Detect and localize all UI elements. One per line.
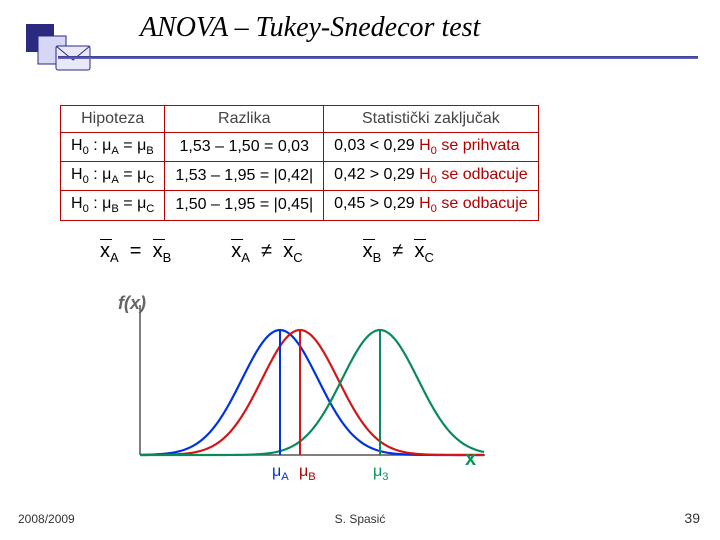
eq-a-ne-c: xA ≠ xC: [231, 240, 302, 265]
cell-hyp-2: H0 : μB = μC: [61, 191, 165, 220]
cell-zk-2: 0,45 > 0,29 H0 se odbacuje: [324, 191, 539, 220]
table-row: H0 : μB = μC 1,50 – 1,95 = |0,45| 0,45 >…: [61, 191, 539, 220]
cell-hyp-0: H0 : μA = μB: [61, 133, 165, 162]
eq-a-eq-b: xA = xB: [100, 240, 171, 265]
fx-label: f(x): [118, 293, 146, 314]
table-row: H0 : μA = μB 1,53 – 1,50 = 0,03 0,03 < 0…: [61, 133, 539, 162]
table-row: H0 : μA = μC 1,53 – 1,95 = |0,42| 0,42 >…: [61, 162, 539, 191]
cell-zk-0: 0,03 < 0,29 H0 se prihvata: [324, 133, 539, 162]
mu-a-label: μA: [272, 463, 289, 483]
cell-razlika-2: 1,50 – 1,95 = |0,45|: [165, 191, 324, 220]
cell-hyp-1: H0 : μA = μC: [61, 162, 165, 191]
mu-b-label: μB: [299, 463, 316, 483]
col-razlika: Razlika: [165, 106, 324, 133]
eq-b-ne-c: xB ≠ xC: [363, 240, 434, 265]
cell-razlika-0: 1,53 – 1,50 = 0,03: [165, 133, 324, 162]
page-number: 39: [684, 510, 700, 526]
equation-row: xA = xB xA ≠ xC xB ≠ xC: [100, 240, 434, 265]
mu-3-label: μ3: [373, 463, 388, 483]
header: ANOVA – Tukey-Snedecor test: [0, 0, 720, 70]
slide: ANOVA – Tukey-Snedecor test Hipoteza Raz…: [0, 0, 720, 540]
col-zakljucak: Statistički zaključak: [324, 106, 539, 133]
col-hipoteza: Hipoteza: [61, 106, 165, 133]
slide-logo: [20, 18, 100, 73]
x-axis-label: x: [465, 448, 476, 471]
cell-razlika-1: 1,53 – 1,95 = |0,42|: [165, 162, 324, 191]
table-header-row: Hipoteza Razlika Statistički zaključak: [61, 106, 539, 133]
cell-zk-1: 0,42 > 0,29 H0 se odbacuje: [324, 162, 539, 191]
distribution-chart: f(x) μA μB μ3 x: [130, 295, 490, 485]
hypothesis-table: Hipoteza Razlika Statistički zaključak H…: [60, 105, 539, 221]
title-rule: [58, 56, 698, 59]
footer-author: S. Spasić: [0, 512, 720, 526]
slide-title: ANOVA – Tukey-Snedecor test: [140, 12, 480, 44]
chart-svg: [130, 295, 490, 485]
